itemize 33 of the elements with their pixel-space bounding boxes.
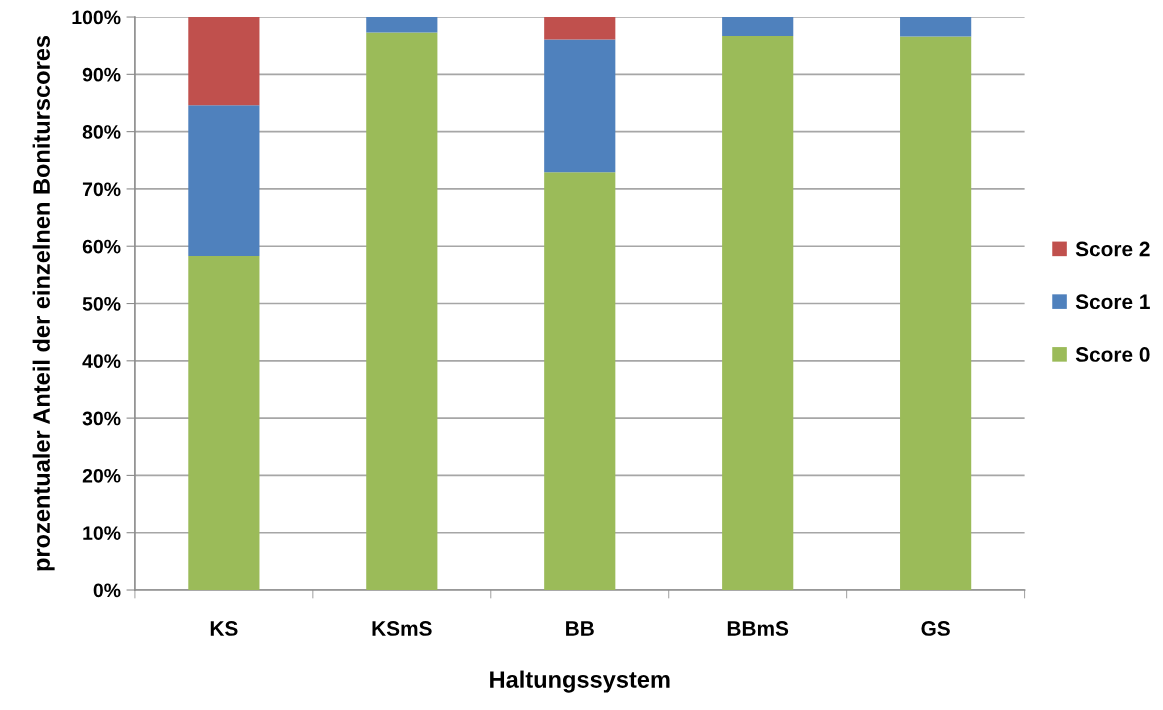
legend-label: Score 2 <box>1075 241 1150 257</box>
bar <box>722 17 794 36</box>
y-tick-label: 80% <box>82 125 121 139</box>
y-tick-label: 60% <box>82 239 121 254</box>
x-tick-label: KSmS <box>372 621 432 636</box>
bar <box>188 255 260 591</box>
y-tick-label: 40% <box>82 354 121 369</box>
legend-label: Score 1 <box>1075 294 1150 310</box>
y-tick-label: 50% <box>82 296 121 311</box>
y-tick-label: 20% <box>82 468 121 483</box>
y-tick-label: 0% <box>93 583 121 598</box>
bar <box>188 17 260 106</box>
x-tick-label: BB <box>566 621 594 636</box>
y-tick-label: 90% <box>82 67 121 82</box>
bar <box>544 39 616 173</box>
y-tick-label: 30% <box>82 411 121 426</box>
x-tick-label: KS <box>210 621 238 636</box>
y-axis-title: prozentualer Anteil der einzelnen Boniturscores <box>32 35 55 571</box>
bar <box>722 35 794 591</box>
bar <box>544 172 616 591</box>
y-tick-label: 10% <box>83 526 121 540</box>
x-axis-title: Haltungssystem <box>490 670 670 693</box>
bar <box>366 17 438 33</box>
bar <box>544 17 616 40</box>
x-tick-label: BBmS <box>727 621 789 636</box>
x-tick-label: GS <box>921 621 950 636</box>
bar <box>900 17 972 37</box>
legend-label: Score 0 <box>1075 347 1150 362</box>
y-tick-label: 100% <box>72 10 121 25</box>
bar <box>188 105 260 256</box>
bar <box>900 36 972 591</box>
y-tick-label: 70% <box>82 182 121 197</box>
bar <box>366 32 438 591</box>
